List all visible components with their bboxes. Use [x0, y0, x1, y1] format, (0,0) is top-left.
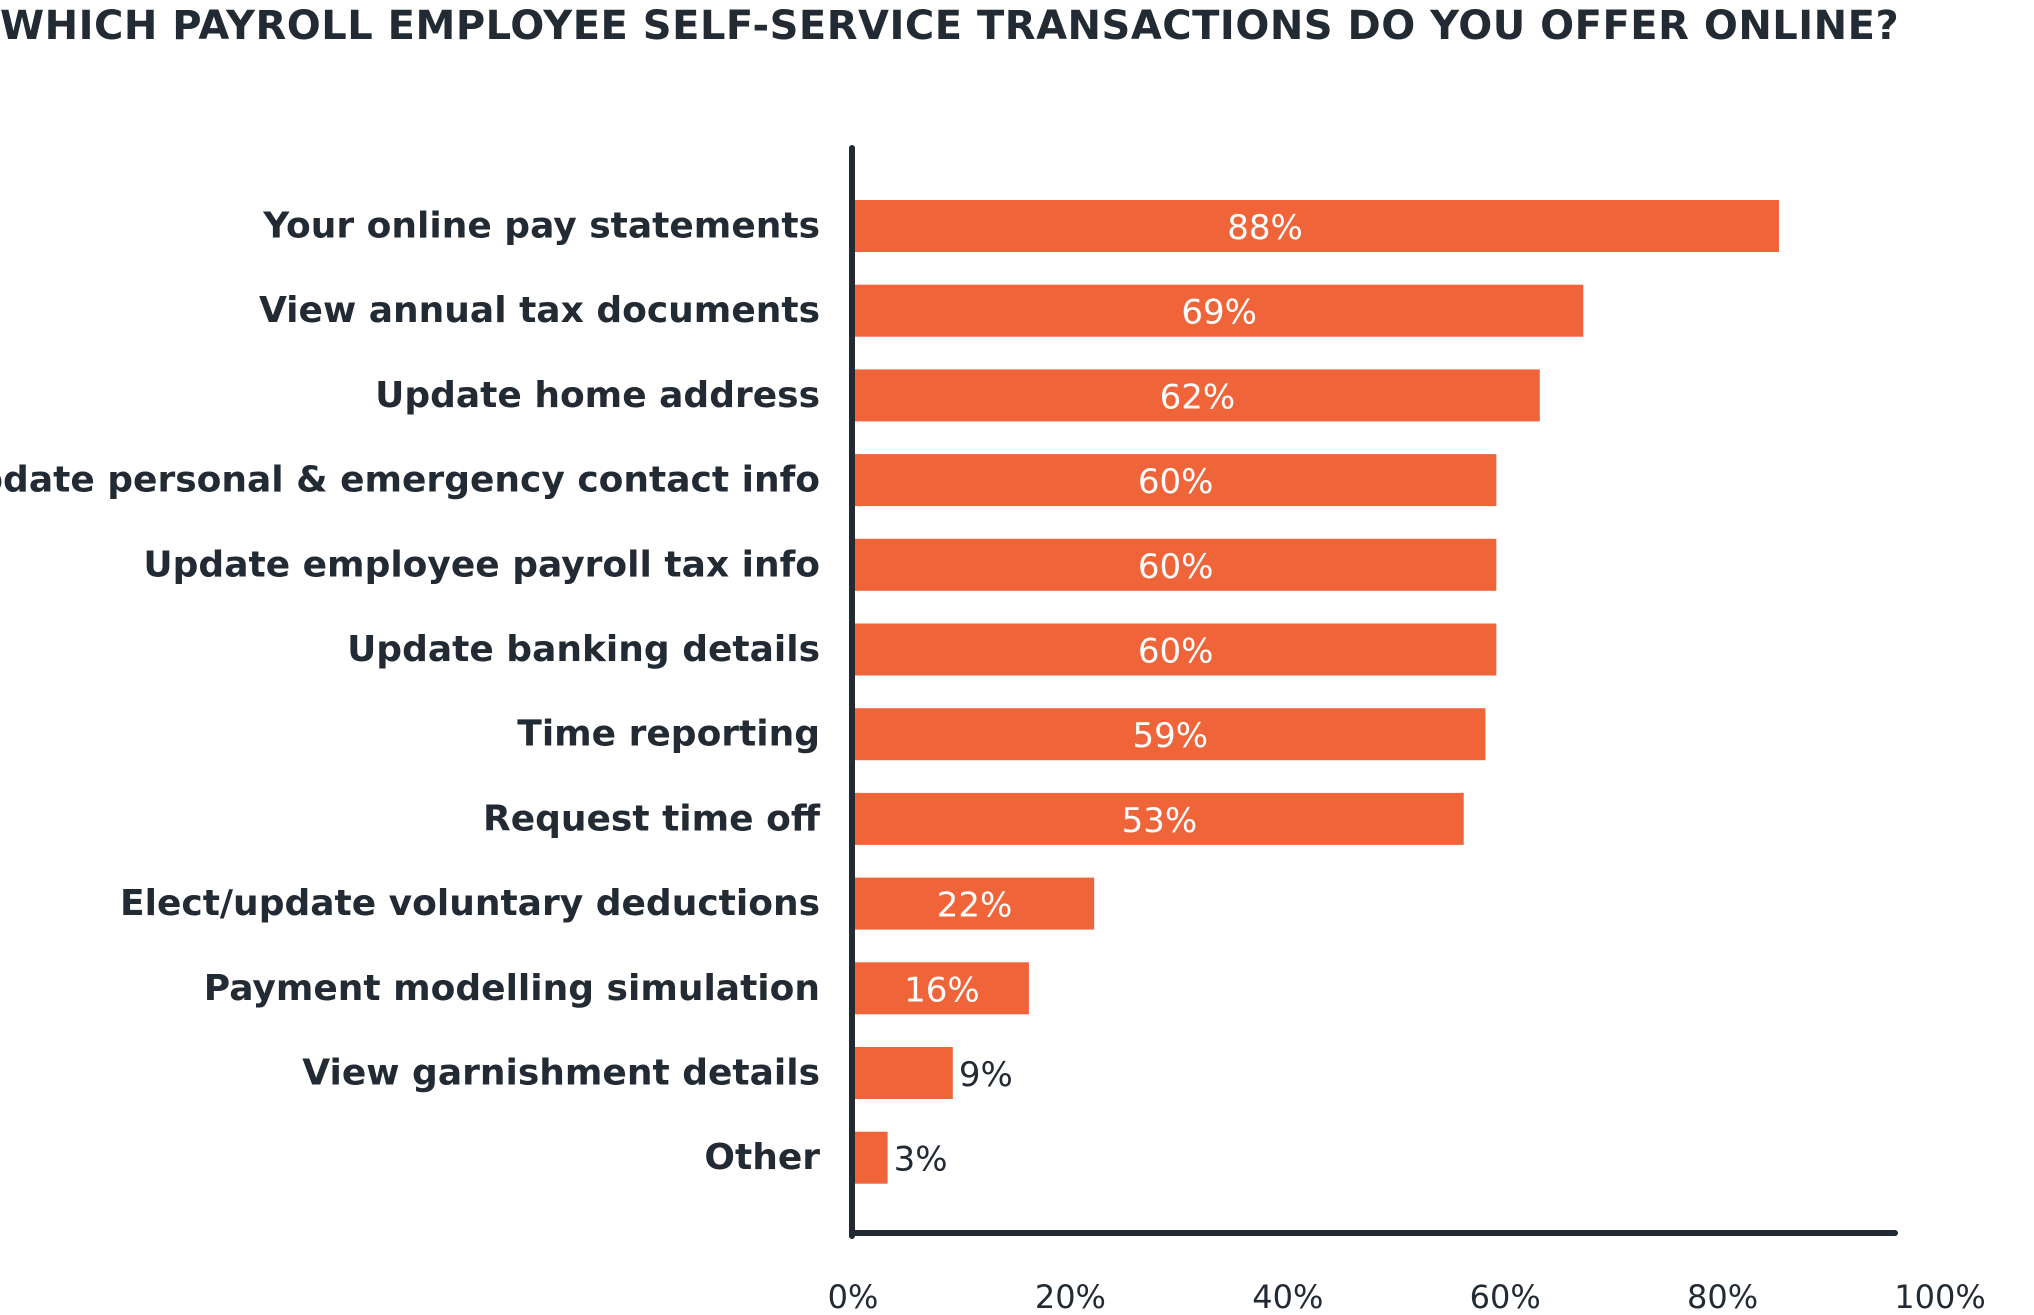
value-label: 22%: [937, 886, 1013, 926]
value-label: 3%: [894, 1140, 948, 1180]
value-label: 60%: [1138, 547, 1214, 587]
x-tick-label: 60%: [1470, 1278, 1541, 1315]
value-label: 16%: [904, 970, 980, 1010]
category-label: Elect/update voluntary deductions: [120, 883, 820, 924]
bar-6: [855, 623, 1497, 676]
x-axis-ticks: 0% 20% 40% 60% 80% 100%: [828, 1278, 1986, 1315]
category-label: Other: [704, 1137, 820, 1178]
value-label: 60%: [1138, 462, 1214, 502]
bar-3: [855, 369, 1540, 422]
labels-layer: Your online pay statements 88% View annual…: [0, 206, 1303, 1180]
category-label: Update home address: [375, 375, 820, 416]
value-label: 69%: [1181, 293, 1257, 333]
bar-4: [855, 454, 1497, 507]
bars-layer: [855, 200, 1779, 1184]
chart-title: WHICH PAYROLL EMPLOYEE SELF-SERVICE TRAN…: [0, 3, 1900, 49]
value-label: 9%: [959, 1055, 1013, 1095]
category-label: View annual tax documents: [259, 290, 820, 331]
bar-11: [855, 1047, 953, 1099]
value-label: 53%: [1122, 801, 1198, 841]
category-label: Update personal & emergency contact info: [0, 460, 820, 501]
bar-7: [855, 708, 1486, 761]
bar-12: [855, 1131, 888, 1184]
x-tick-label: 100%: [1894, 1278, 1985, 1315]
value-label: 59%: [1132, 716, 1208, 756]
value-label: 88%: [1227, 208, 1303, 248]
x-tick-label: 20%: [1035, 1278, 1106, 1315]
value-label: 62%: [1160, 377, 1236, 417]
bar-10: [855, 962, 1029, 1015]
category-label: Payment modelling simulation: [204, 968, 820, 1009]
x-tick-label: 0%: [828, 1278, 879, 1315]
x-tick-label: 80%: [1687, 1278, 1758, 1315]
value-label: 60%: [1138, 632, 1214, 672]
category-label: Request time off: [483, 798, 821, 839]
bar-9: [855, 877, 1095, 930]
category-label: Update banking details: [347, 629, 820, 670]
x-tick-label: 40%: [1252, 1278, 1323, 1315]
bar-1: [855, 200, 1779, 252]
bar-5: [855, 538, 1497, 591]
category-label: View garnishment details: [302, 1053, 820, 1094]
bar-2: [855, 284, 1584, 337]
category-label: Your online pay statements: [262, 206, 820, 247]
bar-8: [855, 792, 1464, 845]
category-label: Time reporting: [517, 714, 820, 755]
category-label: Update employee payroll tax info: [143, 544, 820, 585]
